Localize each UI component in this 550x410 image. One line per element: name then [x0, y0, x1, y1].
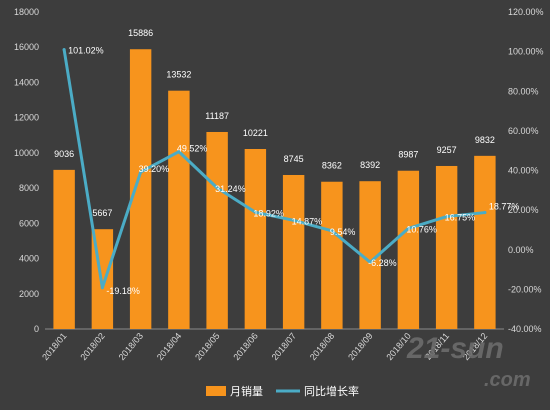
right-axis-tick-label: -40.00% — [508, 324, 542, 334]
bar-data-label: 5667 — [92, 208, 112, 218]
bar — [206, 131, 228, 329]
bar-data-label: 9257 — [437, 145, 457, 155]
bar-data-labels: 9036 5667 15886 13532 11187 10221 8745 8362 8392… — [54, 28, 495, 218]
growth-point — [292, 218, 296, 222]
growth-data-label: 16.75% — [445, 213, 476, 223]
bar-data-label: 11187 — [205, 111, 229, 121]
bar-data-label: 8987 — [398, 150, 418, 160]
legend-label-bar: 月销量 — [230, 384, 263, 398]
growth-data-label: 101.02% — [68, 46, 104, 56]
left-axis-tick-label: 2000 — [19, 289, 39, 299]
x-axis-tick-label: 2018/07 — [270, 331, 299, 362]
bar-data-label: 8392 — [360, 160, 380, 170]
growth-point — [177, 150, 181, 154]
bar-data-label: 9036 — [54, 149, 74, 159]
bar — [168, 90, 190, 329]
growth-data-label: 18.77% — [489, 202, 520, 212]
x-axis-tick-label: 2018/05 — [193, 331, 222, 362]
bar-data-label: 15886 — [128, 28, 153, 38]
bar — [244, 148, 267, 329]
right-axis-tick-label: 20.00% — [508, 205, 539, 215]
growth-data-label: 9.54% — [330, 227, 356, 237]
growth-data-label: 49.52% — [177, 144, 208, 154]
growth-point — [483, 211, 487, 215]
growth-data-label: 10.76% — [406, 224, 437, 234]
growth-line — [62, 48, 487, 290]
x-axis-tick-label: 2018/06 — [231, 331, 260, 362]
left-axis-tick-label: 0 — [34, 324, 39, 334]
x-axis-tick-label: 2018/03 — [117, 331, 146, 362]
growth-point — [62, 48, 66, 52]
bar-data-label: 8745 — [284, 154, 304, 164]
growth-point — [368, 260, 372, 264]
bar-data-label: 8362 — [322, 161, 342, 171]
x-axis-tick-label: 2018/02 — [78, 331, 107, 362]
right-axis-tick-label: 40.00% — [508, 166, 539, 176]
bar — [474, 155, 496, 329]
left-axis-tick-label: 8000 — [19, 183, 39, 193]
x-axis-tick-label: 2018/08 — [308, 331, 337, 362]
left-axis: 0 2000 4000 6000 8000 10000 12000 14000 16000 180… — [14, 7, 39, 334]
legend: 月销量 同比增长率 — [206, 384, 359, 398]
left-axis-tick-label: 18000 — [14, 7, 39, 17]
watermark-main-text: 21-sun — [406, 332, 504, 365]
line-series — [62, 48, 487, 290]
right-axis-tick-label: 120.00% — [508, 7, 544, 17]
right-axis-tick-label: 100.00% — [508, 47, 544, 57]
bar — [321, 181, 343, 329]
bar — [435, 165, 458, 329]
bar — [359, 181, 381, 329]
watermark: 21-sun .com — [406, 332, 531, 391]
growth-data-label: 14.87% — [292, 216, 323, 226]
bar-data-label: 10221 — [243, 128, 268, 138]
right-axis: -40.00% -20.00% 0.00% 20.00% 40.00% 60.00% 80.… — [508, 7, 544, 334]
growth-data-label: 31.24% — [215, 184, 246, 194]
legend-marker-bar — [206, 386, 226, 396]
bar-data-label: 13532 — [166, 70, 191, 80]
left-axis-tick-label: 12000 — [14, 113, 39, 123]
growth-point — [139, 170, 143, 174]
growth-point — [330, 229, 334, 233]
growth-data-label: 39.20% — [139, 164, 170, 174]
growth-data-label: 18.92% — [253, 208, 284, 218]
growth-point — [406, 226, 410, 230]
left-axis-tick-label: 14000 — [14, 77, 39, 87]
bar — [282, 174, 305, 329]
growth-point — [253, 210, 257, 214]
bar — [397, 170, 420, 329]
left-axis-tick-label: 10000 — [14, 148, 39, 158]
growth-point — [445, 215, 449, 219]
right-axis-tick-label: 60.00% — [508, 126, 539, 136]
bar — [53, 169, 75, 329]
line-data-labels: 101.02% -19.18% 39.20% 49.52% 31.24% 18.92% 14… — [68, 46, 519, 296]
growth-data-label: -19.18% — [106, 286, 140, 296]
right-axis-tick-label: 80.00% — [508, 86, 539, 96]
bar-data-label: 9832 — [475, 135, 495, 145]
legend-label-line: 同比增长率 — [304, 384, 359, 398]
growth-point — [215, 186, 219, 190]
x-axis-tick-label: 2018/01 — [40, 331, 69, 362]
right-axis-tick-label: 0.00% — [508, 245, 534, 255]
right-axis-tick-label: -20.00% — [508, 284, 542, 294]
left-axis-tick-label: 16000 — [14, 42, 39, 52]
growth-point — [100, 286, 104, 290]
bar — [129, 49, 152, 329]
watermark-sub-text: .com — [484, 369, 531, 391]
bar-series — [53, 49, 496, 329]
x-axis-tick-label: 2018/04 — [155, 331, 184, 362]
left-axis-tick-label: 4000 — [19, 254, 39, 264]
x-axis-tick-label: 2018/09 — [346, 331, 375, 362]
left-axis-tick-label: 6000 — [19, 218, 39, 228]
growth-data-label: -6.28% — [368, 258, 397, 268]
